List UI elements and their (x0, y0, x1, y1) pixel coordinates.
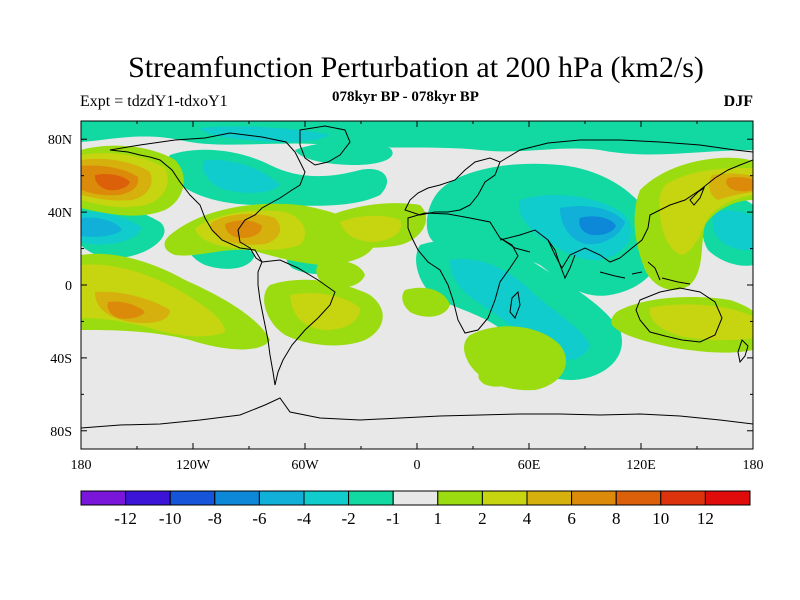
colorbar-label: 2 (478, 509, 487, 528)
coastline-australia (635, 287, 723, 343)
contour-north-pacific-positive-core (94, 173, 130, 191)
coastline-south-america (257, 259, 336, 386)
colorbar-label: 8 (612, 509, 621, 528)
colorbar: -12 -10 -8 -6 -4 -2 -1 1 2 4 6 8 10 12 (80, 490, 751, 528)
lat-tick-label: 80S (50, 425, 72, 440)
colorbar-label: -10 (159, 509, 182, 528)
colorbar-swatch (80, 490, 127, 506)
colorbar-swatch (214, 490, 260, 506)
colorbar-swatch (526, 490, 573, 506)
colorbar-swatch (704, 490, 751, 506)
contour-north-america-negative-core (203, 159, 280, 193)
contour-fields (81, 121, 753, 391)
colorbar-label: -2 (342, 509, 356, 528)
contour-south-pacific-positive-core (107, 301, 145, 319)
coastline-new-zealand (737, 339, 749, 364)
lat-tick-label: 0 (65, 279, 72, 294)
lat-tick-label: 80N (48, 133, 72, 148)
colorbar-swatch (615, 490, 662, 506)
colorbar-swatch (571, 490, 617, 506)
coastline-africa (407, 212, 519, 334)
axis-ticks (80, 121, 754, 449)
colorbar-label: -4 (297, 509, 312, 528)
contour-east-pacific-negative-core (713, 210, 753, 251)
contour-south-indian-positive (402, 287, 450, 317)
lon-tick-label: 180 (743, 458, 764, 473)
contour-australia-positive-core (649, 304, 753, 341)
colorbar-swatch (437, 490, 483, 506)
lon-tick-label: 0 (414, 458, 421, 473)
lon-tick-label: 60W (291, 458, 319, 473)
colorbar-swatch (392, 490, 439, 506)
contour-atlantic-negative (295, 142, 393, 165)
contour-atlantic-positive-core (340, 215, 402, 242)
colorbar-label: -1 (386, 509, 400, 528)
colorbar-label: 1 (434, 509, 443, 528)
contour-south-ocean-positive-small (478, 369, 515, 387)
colorbar-label: 10 (652, 509, 669, 528)
colorbar-swatch (169, 490, 216, 506)
colorbar-label: 4 (523, 509, 532, 528)
axis-tick-labels: 80N 40N 0 40S 80S 180 120W 60W 0 60E 120E 180 (48, 133, 764, 473)
experiment-label: Expt = tdzdY1-tdxoY1 (80, 93, 228, 110)
lon-tick-label: 180 (71, 458, 92, 473)
colorbar-swatch (258, 490, 305, 506)
period-label: 078kyr BP - 078kyr BP (332, 89, 479, 105)
contour-south-america-positive (316, 260, 365, 288)
coastlines (81, 125, 753, 429)
colorbar-swatch (348, 490, 394, 506)
contour-west-pacific-positive-core (726, 177, 753, 192)
colorbar-swatch (303, 490, 350, 506)
lat-tick-label: 40N (48, 206, 72, 221)
contour-indian-ocean-negative-core (450, 259, 590, 361)
colorbar-swatch (125, 490, 171, 506)
colorbar-label: 12 (697, 509, 714, 528)
coastline-arabia-india (499, 237, 576, 280)
lon-tick-label: 120W (176, 458, 211, 473)
coastline-greenland (299, 125, 351, 166)
chart-title: Streamfunction Perturbation at 200 hPa (… (128, 51, 704, 84)
lon-tick-label: 120E (626, 458, 656, 473)
contour-asia-negative-core (579, 216, 616, 236)
coastline-asia (499, 139, 753, 270)
colorbar-swatch (660, 490, 706, 506)
contour-arctic-negative-core (200, 126, 330, 143)
lat-tick-label: 40S (50, 352, 72, 367)
coastline-maritime-continent (599, 261, 691, 285)
coastline-madagascar (509, 290, 521, 319)
coastline-japan (689, 186, 706, 206)
coastline-antarctica (81, 397, 753, 429)
contour-caribbean-positive-core (225, 220, 262, 238)
colorbar-swatch (481, 490, 528, 506)
contour-pacific-negative-core (81, 217, 122, 237)
contour-south-atlantic-positive-core (290, 293, 360, 330)
lon-tick-label: 60E (518, 458, 541, 473)
colorbar-label: -12 (114, 509, 137, 528)
season-label: DJF (723, 93, 753, 110)
colorbar-label: -8 (208, 509, 222, 528)
colorbar-label: -6 (252, 509, 266, 528)
coastline-north-america (109, 132, 306, 263)
colorbar-label: 6 (567, 509, 576, 528)
